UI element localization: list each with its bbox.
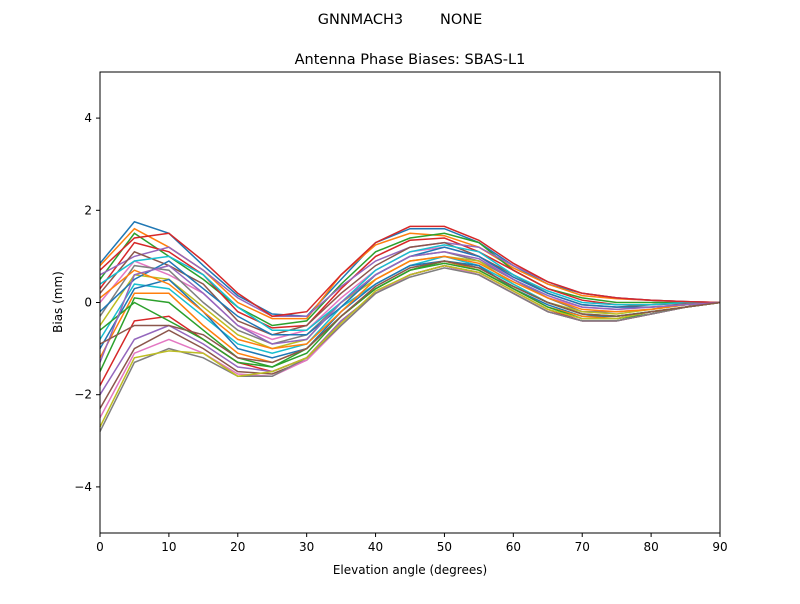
x-tick-label: 90	[712, 540, 727, 554]
y-tick-label: 4	[84, 111, 92, 125]
series-line-18	[99, 267, 721, 432]
series-line-24	[99, 225, 721, 318]
y-tick-label: 0	[84, 296, 92, 310]
x-tick-label: 40	[368, 540, 383, 554]
x-tick-label: 50	[437, 540, 452, 554]
y-tick-label: −4	[74, 480, 92, 494]
series-line-3	[99, 232, 720, 327]
series-lines	[99, 220, 721, 432]
y-tick-label: −2	[74, 388, 92, 402]
figure-suptitle: GNNMACH3 NONE	[318, 12, 483, 28]
x-tick-label: 60	[506, 540, 521, 554]
x-tick-label: 70	[575, 540, 590, 554]
x-tick-label: 30	[299, 540, 314, 554]
x-tick-label: 10	[161, 540, 176, 554]
series-line-22	[99, 255, 721, 350]
series-line-25	[99, 251, 721, 363]
series-line-19	[99, 264, 721, 428]
x-tick-label: 20	[230, 540, 245, 554]
x-tick-label: 0	[96, 540, 104, 554]
chart-title: Antenna Phase Biases: SBAS-L1	[295, 52, 526, 68]
series-line-14	[99, 264, 721, 386]
y-axis-label: Bias (mm)	[51, 271, 65, 333]
y-tick-label: 2	[84, 203, 92, 217]
x-axis-label: Elevation angle (degrees)	[333, 563, 487, 577]
plot-frame	[99, 71, 721, 534]
series-line-20	[99, 244, 720, 331]
x-tick-label: 80	[643, 540, 658, 554]
series-line-26	[99, 260, 721, 364]
axis-ticks: 0 10 20 30 40 50 60 70 80 90 −4 −2 0 2 4	[74, 111, 727, 554]
